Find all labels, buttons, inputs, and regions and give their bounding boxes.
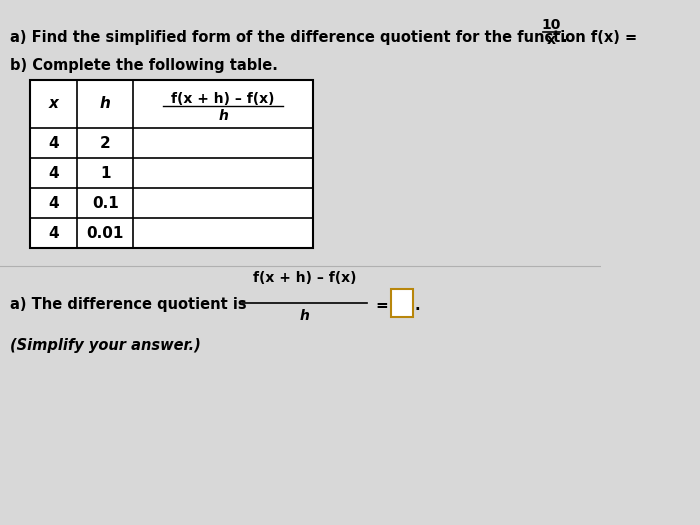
- Text: 1: 1: [100, 165, 111, 181]
- Text: x: x: [547, 33, 556, 47]
- Text: a) The difference quotient is: a) The difference quotient is: [10, 298, 247, 312]
- Text: 10: 10: [542, 18, 561, 32]
- Text: f(x + h) – f(x): f(x + h) – f(x): [172, 92, 275, 106]
- Text: =: =: [375, 298, 388, 312]
- Text: 0.1: 0.1: [92, 195, 118, 211]
- Text: a) Find the simplified form of the difference quotient for the function f(x) =: a) Find the simplified form of the diffe…: [10, 30, 643, 45]
- Bar: [30, 80, 314, 248]
- Text: 4: 4: [48, 195, 59, 211]
- Text: h: h: [99, 97, 111, 111]
- Text: .: .: [414, 298, 420, 312]
- Text: b) Complete the following table.: b) Complete the following table.: [10, 58, 278, 73]
- Text: 4: 4: [48, 135, 59, 151]
- Text: 4: 4: [48, 226, 59, 240]
- Text: (Simplify your answer.): (Simplify your answer.): [10, 338, 201, 353]
- Text: h: h: [300, 309, 309, 323]
- Text: f(x + h) – f(x): f(x + h) – f(x): [253, 271, 356, 285]
- Bar: [391, 289, 413, 317]
- Text: x: x: [49, 97, 59, 111]
- Bar: [30, 80, 314, 248]
- Text: 2: 2: [100, 135, 111, 151]
- Text: h: h: [218, 109, 228, 123]
- Text: .: .: [561, 30, 567, 45]
- Text: 0.01: 0.01: [87, 226, 124, 240]
- Text: 4: 4: [48, 165, 59, 181]
